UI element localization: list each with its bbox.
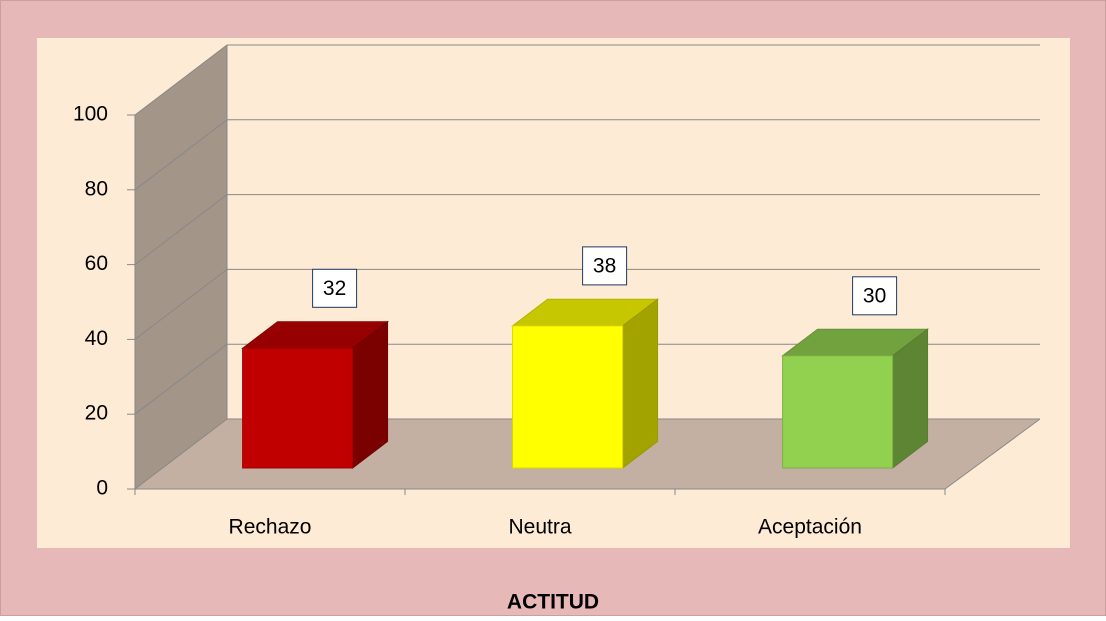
- value-label-box: [852, 276, 898, 316]
- side-wall: [135, 45, 227, 489]
- x-tick-label: Aceptación: [758, 516, 862, 539]
- y-tick-label: 40: [85, 327, 108, 350]
- value-label: 38: [593, 254, 616, 277]
- chart-title: ACTITUD: [507, 591, 599, 614]
- x-tick-label: Neutra: [508, 516, 571, 539]
- value-label-box: [582, 246, 628, 286]
- y-tick-label: 80: [85, 177, 108, 200]
- y-tick-label: 20: [85, 402, 108, 425]
- grid-line: [134, 269, 228, 340]
- y-tick-label: 100: [73, 103, 108, 126]
- value-label-box: [312, 268, 358, 308]
- grid-line: [134, 194, 228, 265]
- value-label: 30: [863, 284, 886, 307]
- bar: [242, 347, 354, 469]
- grid-line: [134, 44, 228, 116]
- y-tick-label: 60: [85, 252, 108, 275]
- grid-line: [134, 418, 228, 490]
- bar-side: [622, 298, 659, 470]
- y-tick-label: 0: [96, 477, 108, 500]
- bar: [782, 355, 894, 469]
- grid-line: [134, 343, 228, 415]
- x-tick-label: Rechazo: [229, 516, 312, 539]
- bar: [512, 325, 624, 469]
- floor-edge: [944, 418, 1041, 490]
- value-label: 32: [323, 277, 346, 300]
- grid-line: [134, 119, 228, 191]
